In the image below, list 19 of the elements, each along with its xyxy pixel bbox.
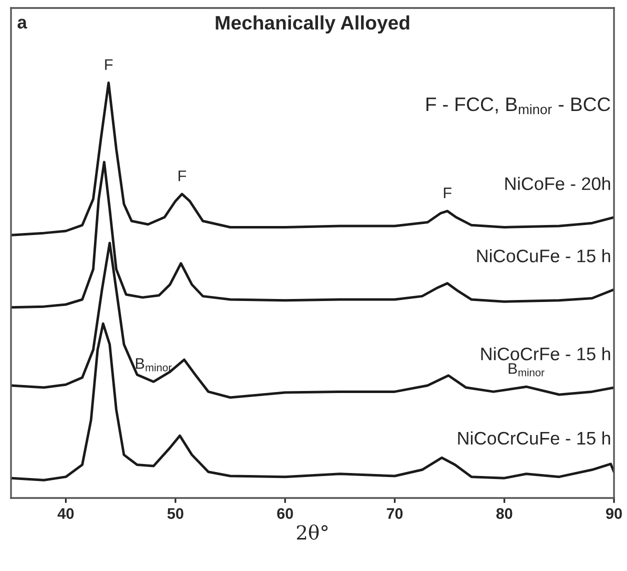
annotation: F (105, 59, 113, 70)
chart-title: Mechanically Alloyed (216, 15, 410, 34)
annotation: F (178, 170, 186, 182)
annotation: F - FCC, B$_{minor}$ - BCC (426, 97, 610, 114)
series-label: NiCoCuFe - 15 h (477, 249, 610, 262)
x-tick-label: 50 (167, 508, 184, 519)
x-tick-label: 40 (58, 508, 74, 519)
annotation: F (444, 188, 452, 198)
x-tick-label: 70 (386, 508, 403, 519)
annotation: B$_{minor}$ (508, 363, 544, 376)
x-tick-label: 60 (277, 508, 293, 519)
x-tick-label: 80 (496, 508, 512, 519)
x-axis-title: 2θ° (296, 524, 328, 540)
series-label: NiCoCrFe - 15 h (481, 347, 610, 360)
series-label: NiCoFe - 20h (505, 176, 610, 190)
text: a (18, 18, 28, 29)
series-label: NiCoCrCuFe - 15 h (458, 431, 610, 445)
x-tick-label: 90 (606, 508, 622, 519)
annotation: B$_{minor}$ (136, 358, 172, 372)
